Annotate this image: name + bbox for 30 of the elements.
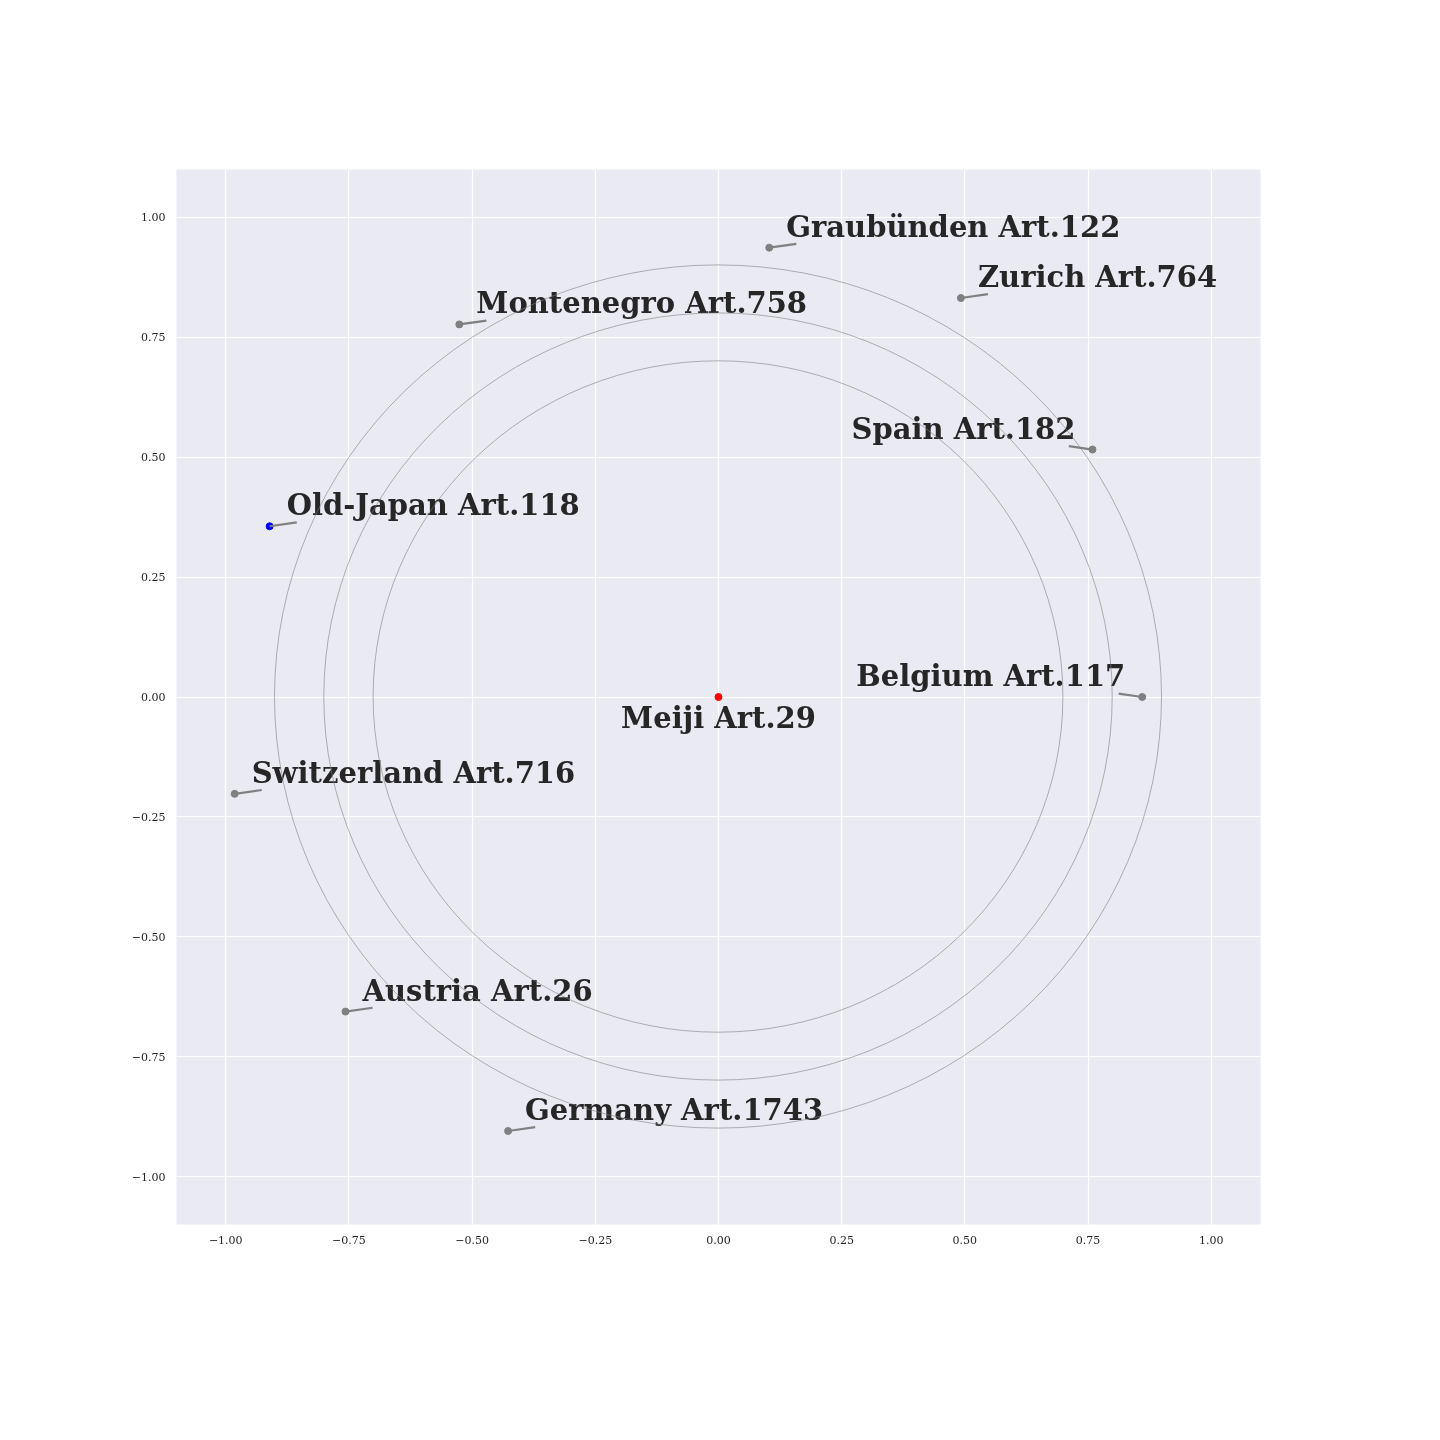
- y-tick-label: 1.00: [141, 211, 166, 225]
- annotation: Belgium Art.117: [856, 659, 1126, 693]
- annotation: Spain Art.182: [851, 411, 1076, 446]
- annotation: Old-Japan Art.118: [286, 488, 580, 523]
- y-tick-label: 0.50: [141, 451, 166, 465]
- annotation: Meiji Art.29: [621, 701, 816, 735]
- annotation: Switzerland Art.716: [251, 755, 576, 790]
- annotation: Graubünden Art.122: [786, 209, 1121, 244]
- x-tick-label: −0.75: [332, 1233, 366, 1247]
- x-tick-label: −0.50: [455, 1233, 489, 1247]
- y-tick-label: 0.25: [141, 571, 166, 585]
- point: [455, 320, 464, 329]
- x-tick-label: −0.25: [578, 1233, 613, 1247]
- point: [230, 789, 239, 798]
- annotation: Germany Art.1743: [525, 1092, 824, 1127]
- x-tick-label: 0.25: [829, 1233, 854, 1247]
- y-tick-label: 0.00: [141, 691, 166, 704]
- y-tick-label: −0.25: [131, 810, 166, 824]
- x-tick-label: 0.75: [1075, 1233, 1101, 1247]
- x-tick-label: 0.00: [706, 1233, 731, 1247]
- x-tick-label: −1.00: [208, 1233, 243, 1247]
- annotation: Austria Art.26: [361, 973, 593, 1008]
- y-tick-label: 0.75: [141, 331, 166, 345]
- y-tick-label: −0.50: [131, 930, 166, 944]
- y-tick-label: −1.00: [131, 1170, 166, 1184]
- x-tick-label: 0.50: [952, 1233, 978, 1247]
- y-tick-label: −0.75: [131, 1050, 166, 1064]
- annotation: Montenegro Art.758: [476, 286, 808, 321]
- annotation: Zurich Art.764: [977, 260, 1218, 295]
- x-tick-label: 1.00: [1198, 1233, 1224, 1247]
